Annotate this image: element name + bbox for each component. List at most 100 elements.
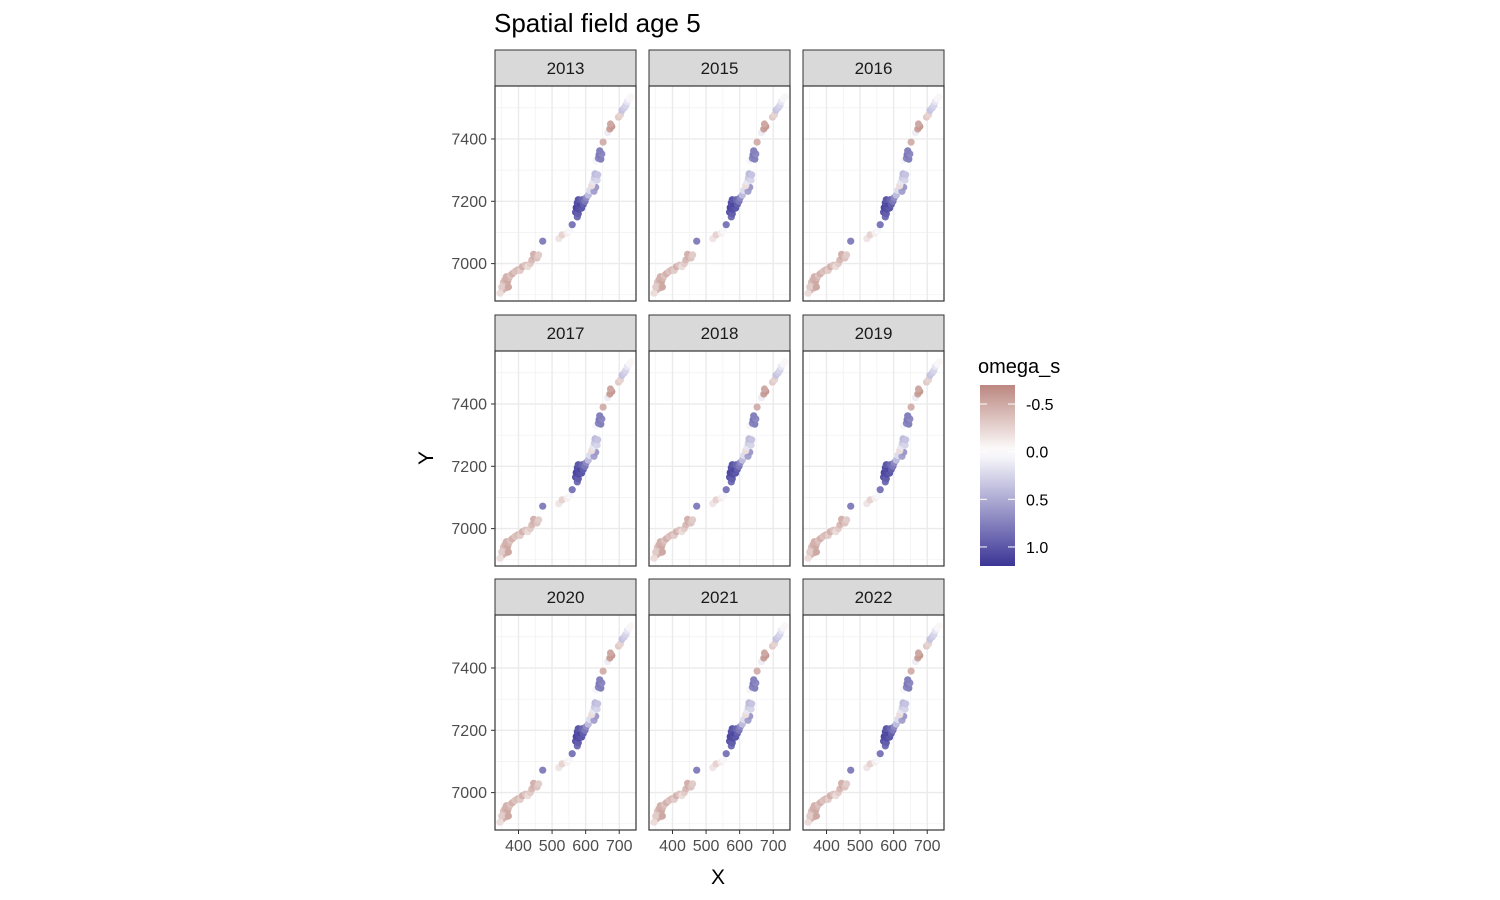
data-point — [876, 486, 884, 494]
x-tick-label: 700 — [606, 838, 633, 855]
x-tick-label: 500 — [693, 838, 720, 855]
data-point — [565, 492, 574, 500]
data-point — [650, 818, 658, 826]
data-point — [748, 700, 756, 708]
data-point — [847, 502, 855, 510]
data-points — [496, 622, 635, 826]
data-point — [806, 812, 814, 820]
data-points — [650, 622, 789, 826]
data-point — [843, 251, 851, 259]
data-points — [650, 358, 789, 562]
data-point — [650, 554, 658, 562]
facet-panels: 2013 7000 7200 7400 2015 2016 2017 7000 7200 7400… — [451, 49, 945, 855]
data-point — [747, 441, 755, 449]
data-point — [594, 436, 602, 444]
facet-strip — [648, 578, 791, 616]
data-point — [565, 227, 574, 235]
panel-grid — [649, 615, 790, 830]
legend-label: 0.5 — [1026, 492, 1048, 509]
data-point — [748, 436, 756, 444]
facet-strip-label: 2015 — [701, 59, 739, 78]
data-point — [902, 700, 910, 708]
data-point — [606, 385, 615, 393]
facet-panel-2013: 2013 7000 7200 7400 — [451, 49, 637, 302]
data-point — [539, 237, 547, 245]
panel-grid — [495, 615, 636, 830]
facet-strip-label: 2019 — [855, 324, 893, 343]
data-point — [498, 548, 506, 556]
y-tick-label: 7400 — [451, 660, 487, 677]
facet-strip-label: 2016 — [855, 59, 893, 78]
facet-strip — [648, 314, 791, 352]
data-point — [535, 516, 543, 524]
x-tick-label: 400 — [813, 838, 840, 855]
data-point — [498, 283, 506, 291]
data-point — [565, 756, 574, 764]
data-point — [804, 818, 812, 826]
facet-panel-2017: 2017 7000 7200 7400 — [451, 314, 637, 567]
data-point — [914, 120, 923, 128]
data-point — [760, 120, 769, 128]
data-point — [760, 385, 769, 393]
data-point — [568, 486, 576, 494]
data-point — [596, 676, 604, 684]
y-tick-label: 7400 — [451, 131, 487, 148]
data-point — [658, 812, 667, 820]
legend-ticks: -0.5 0.0 0.5 1.0 — [980, 397, 1054, 557]
color-legend: omega_s -0.5 0.0 0.5 1.0 — [978, 356, 1060, 566]
facet-strip-label: 2017 — [547, 324, 585, 343]
y-tick-label: 7200 — [451, 194, 487, 211]
facet-panel-2015: 2015 — [648, 49, 791, 302]
y-axis-title: Y — [415, 451, 438, 465]
data-point — [935, 93, 943, 101]
data-points — [804, 93, 943, 297]
data-point — [596, 147, 604, 155]
data-point — [747, 176, 755, 184]
x-tick-label: 500 — [847, 838, 874, 855]
data-point — [504, 812, 512, 820]
x-tick-label: 700 — [760, 838, 787, 855]
data-point — [907, 138, 915, 146]
data-point — [781, 622, 789, 630]
data-point — [914, 385, 923, 393]
data-point — [847, 766, 855, 774]
data-point — [753, 138, 761, 146]
data-point — [901, 176, 909, 184]
data-point — [539, 766, 547, 774]
facet-panel-2019: 2019 — [802, 314, 945, 567]
data-point — [902, 171, 910, 179]
data-point — [907, 667, 915, 675]
legend-colorbar — [980, 385, 1015, 566]
data-point — [806, 283, 814, 291]
x-tick-label: 400 — [659, 838, 686, 855]
facet-strip — [802, 314, 945, 352]
data-point — [496, 554, 504, 562]
facet-panel-2018: 2018 — [648, 314, 791, 567]
data-point — [873, 756, 882, 764]
facet-strip-label: 2022 — [855, 588, 893, 607]
data-point — [904, 676, 912, 684]
x-axis-title: X — [711, 866, 725, 889]
data-point — [907, 403, 915, 411]
data-point — [781, 93, 789, 101]
data-point — [539, 502, 547, 510]
data-points — [496, 358, 635, 562]
data-point — [689, 780, 697, 788]
data-point — [693, 502, 701, 510]
y-tick-label: 7400 — [451, 396, 487, 413]
data-point — [812, 812, 821, 820]
x-tick-label: 700 — [914, 838, 941, 855]
panel-border — [494, 350, 637, 567]
data-point — [901, 705, 909, 713]
facet-panel-2021: 2021 400 500 600 700 — [648, 578, 791, 855]
x-tick-label: 600 — [572, 838, 599, 855]
data-points — [496, 93, 635, 297]
data-point — [606, 120, 615, 128]
panel-border — [802, 85, 945, 302]
x-tick-label: 500 — [539, 838, 566, 855]
data-point — [901, 441, 909, 449]
panel-border — [494, 85, 637, 302]
y-tick-label: 7200 — [451, 723, 487, 740]
data-point — [750, 412, 758, 420]
